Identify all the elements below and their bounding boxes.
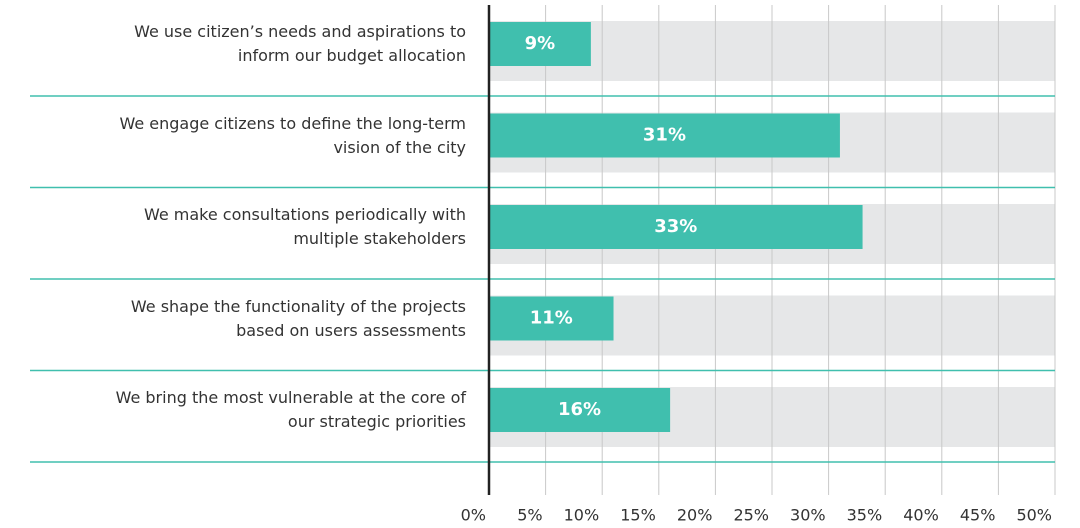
x-tick-label: 25%	[733, 506, 769, 525]
value-label: 9%	[525, 33, 556, 54]
category-label: We engage citizens to define the long-te…	[119, 113, 466, 157]
value-label: 31%	[643, 125, 686, 146]
value-label: 16%	[558, 399, 601, 420]
x-tick-label: 15%	[620, 506, 656, 525]
bar	[489, 296, 614, 341]
x-tick-label: 45%	[960, 506, 996, 525]
category-label: We bring the most vulnerable at the core…	[115, 388, 466, 431]
bar	[489, 205, 863, 249]
value-label: 11%	[530, 308, 573, 329]
x-tick-label: 30%	[790, 506, 826, 525]
bar	[489, 113, 840, 158]
bar	[489, 388, 671, 432]
x-tick-label: 40%	[903, 506, 939, 525]
x-tick-label: 5%	[517, 506, 542, 525]
value-label: 33%	[654, 216, 697, 237]
x-tick-label: 0%	[461, 506, 486, 525]
x-tick-label: 35%	[847, 506, 883, 525]
bar	[489, 22, 591, 66]
x-tick-label: 50%	[1016, 506, 1052, 525]
x-tick-label: 20%	[677, 506, 713, 525]
x-tick-label: 10%	[564, 506, 600, 525]
category-label: We shape the functionality of the projec…	[130, 296, 466, 340]
category-label: We use citizen’s needs and aspirations t…	[134, 22, 466, 65]
category-label: We make consultations periodically with …	[143, 205, 466, 248]
